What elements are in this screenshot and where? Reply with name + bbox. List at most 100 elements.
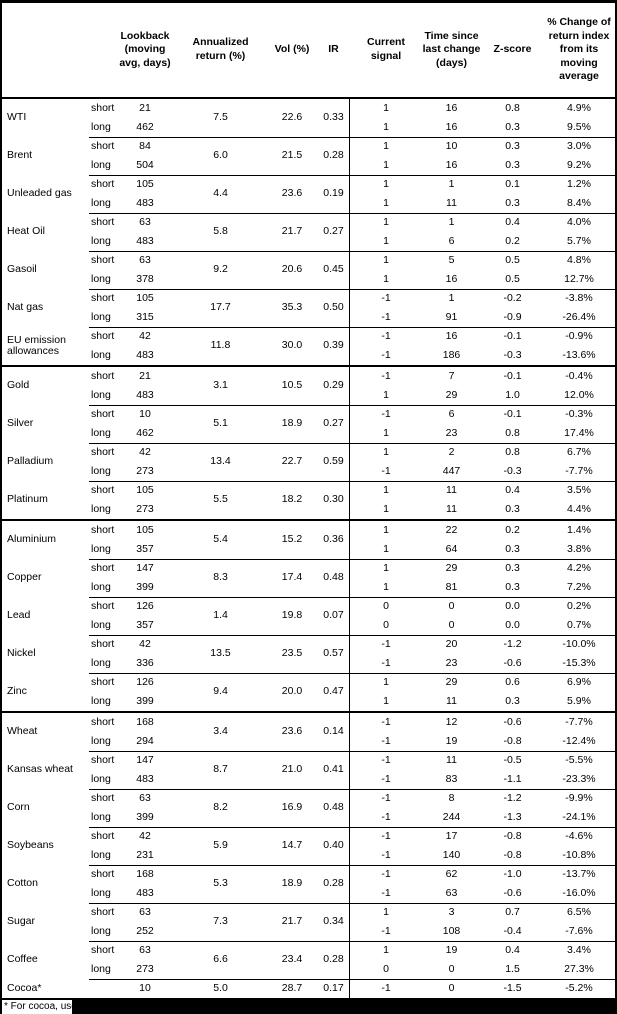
time-since-change-value: 23 xyxy=(445,656,458,669)
header-ir: IR xyxy=(328,43,339,56)
signal-value: 0 xyxy=(383,599,389,612)
signal-value: 1 xyxy=(383,426,389,439)
time-since-change-value: 447 xyxy=(442,464,461,477)
horizon-label: short xyxy=(91,101,115,114)
time-since-change-value: 16 xyxy=(445,158,458,171)
commodity-name: EU emission allowances xyxy=(7,333,66,357)
z-score-value: 0.3 xyxy=(505,561,520,574)
lookback-value: 42 xyxy=(139,829,151,842)
commodity-name: Cocoa* xyxy=(7,981,42,994)
pct-change-value: -13.6% xyxy=(562,348,596,361)
horizon-label: short xyxy=(91,561,115,574)
annualized-return-value: 13.5 xyxy=(210,647,231,660)
annualized-return-value: 5.3 xyxy=(213,877,228,890)
horizon-label: long xyxy=(91,924,111,937)
header-vol: Vol (%) xyxy=(274,43,310,56)
vol-value: 16.9 xyxy=(281,801,303,814)
vol-value: 23.6 xyxy=(281,187,303,200)
time-since-change-value: 1 xyxy=(448,291,455,304)
time-since-change-value: 11 xyxy=(446,753,457,766)
commodity-group: EU emission allowances 11.8 30.0 0.39 short 4… xyxy=(2,327,615,365)
z-score-value: 0.5 xyxy=(505,253,520,266)
vol-value: 18.9 xyxy=(281,877,303,890)
signal-value: -1 xyxy=(381,329,391,342)
pct-change-value: -9.9% xyxy=(565,791,593,804)
signal-value: 1 xyxy=(383,523,389,536)
commodity-group: Cotton 5.3 18.9 0.28 short 168 -1 62 -1.0 -13.7% l… xyxy=(2,865,615,903)
ir-value: 0.45 xyxy=(323,263,344,276)
signal-value: 1 xyxy=(383,139,389,152)
z-score-value: -0.1 xyxy=(503,407,522,420)
lookback-value: 105 xyxy=(136,483,154,496)
horizon-label: short xyxy=(91,483,115,496)
pct-change-value: 6.5% xyxy=(567,905,591,918)
signal-value: 1 xyxy=(383,196,389,209)
pct-change-value: -5.2% xyxy=(565,981,593,994)
vol-value: 18.9 xyxy=(281,417,303,430)
time-since-change-value: 17 xyxy=(445,829,458,842)
pct-change-value: 3.0% xyxy=(567,139,591,152)
signal-value: 1 xyxy=(383,101,389,114)
z-score-value: 0.3 xyxy=(505,542,520,555)
z-score-value: -1.5 xyxy=(503,981,522,994)
horizon-label: short xyxy=(91,253,115,266)
signal-value: -1 xyxy=(381,715,391,728)
pct-change-value: -0.3% xyxy=(565,407,593,420)
lookback-value: 147 xyxy=(136,753,154,766)
signal-value: -1 xyxy=(381,310,391,323)
time-since-change-value: 29 xyxy=(445,388,458,401)
pct-change-value: -5.5% xyxy=(565,753,593,766)
z-score-value: -0.5 xyxy=(503,753,522,766)
vol-value: 15.2 xyxy=(281,533,303,546)
lookback-value: 105 xyxy=(136,177,154,190)
horizon-label: long xyxy=(91,272,111,285)
pct-change-value: 4.4% xyxy=(567,502,591,515)
time-since-change-value: 0 xyxy=(448,599,455,612)
time-since-change-value: 12 xyxy=(445,715,458,728)
annualized-return-value: 17.7 xyxy=(210,301,231,314)
signal-value: 1 xyxy=(383,445,389,458)
z-score-value: 1.0 xyxy=(505,388,520,401)
z-score-value: 0.1 xyxy=(505,177,520,190)
signal-value: 1 xyxy=(383,694,389,707)
z-score-value: -1.2 xyxy=(503,791,522,804)
ir-value: 0.39 xyxy=(323,339,344,352)
annualized-return-value: 3.1 xyxy=(213,379,228,392)
signal-value: -1 xyxy=(381,772,391,785)
section-base-metals: Aluminium 5.4 15.2 0.36 short 105 1 22 0.2 1.4% lo… xyxy=(2,519,615,711)
pct-change-value: 1.4% xyxy=(567,523,591,536)
horizon-label: short xyxy=(91,369,115,382)
time-since-change-value: 64 xyxy=(445,542,458,555)
vol-value: 23.4 xyxy=(281,953,303,966)
ir-value: 0.17 xyxy=(323,981,344,994)
horizon-label: short xyxy=(91,829,115,842)
vol-value: 19.8 xyxy=(281,609,303,622)
horizon-label: short xyxy=(91,215,115,228)
lookback-value: 21 xyxy=(139,101,151,114)
annualized-return-value: 8.2 xyxy=(213,801,228,814)
signal-column-divider xyxy=(349,99,350,998)
commodity-group: Nickel 13.5 23.5 0.57 short 42 -1 20 -1.2 -10.0% l… xyxy=(2,635,615,673)
time-since-change-value: 140 xyxy=(442,848,461,861)
signal-value: -1 xyxy=(381,810,391,823)
commodity-name: Heat Oil xyxy=(7,225,45,238)
z-score-value: -1.2 xyxy=(503,637,522,650)
commodity-name: WTI xyxy=(7,111,27,124)
vol-value: 23.5 xyxy=(281,647,303,660)
ir-value: 0.48 xyxy=(323,801,344,814)
pct-change-value: -24.1% xyxy=(562,810,596,823)
commodity-group: Wheat 3.4 23.6 0.14 short 168 -1 12 -0.6 -7.7% lon… xyxy=(2,713,615,751)
horizon-label: short xyxy=(91,599,115,612)
lookback-value: 231 xyxy=(136,848,154,861)
commodity-group: Copper 8.3 17.4 0.48 short 147 1 29 0.3 4.2% long 3… xyxy=(2,559,615,597)
lookback-value: 399 xyxy=(136,580,154,593)
horizon-label: long xyxy=(91,734,111,747)
horizon-label: short xyxy=(91,445,115,458)
pct-change-value: -10.8% xyxy=(562,848,596,861)
section-agriculture: Wheat 3.4 23.6 0.14 short 168 -1 12 -0.6 -7.7% lon… xyxy=(2,711,615,998)
ir-value: 0.50 xyxy=(323,301,344,314)
horizon-label: long xyxy=(91,502,111,515)
signal-value: 1 xyxy=(383,253,389,266)
signal-value: -1 xyxy=(381,886,391,899)
signal-value: -1 xyxy=(381,829,391,842)
